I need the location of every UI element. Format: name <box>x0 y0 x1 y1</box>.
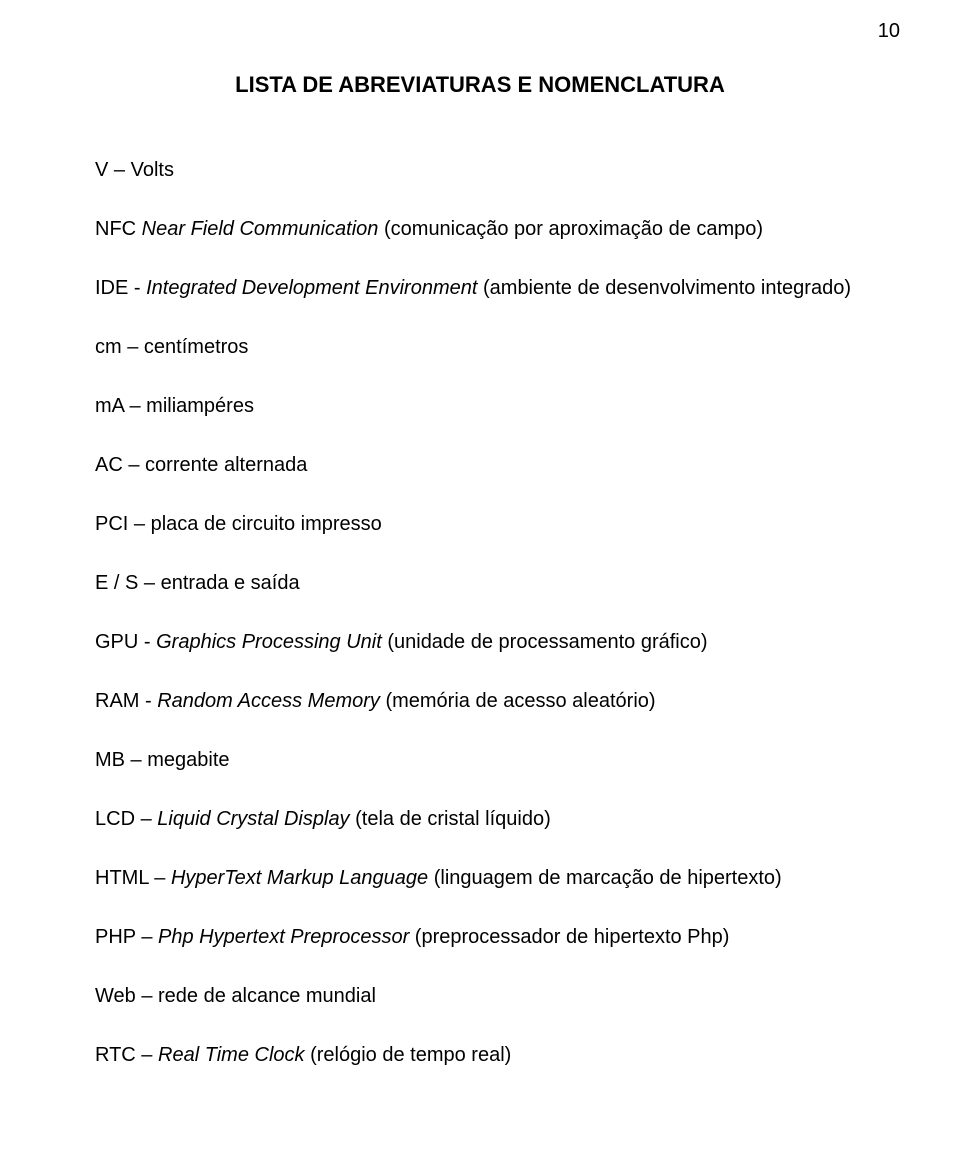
term: placa de circuito impresso <box>151 513 382 535</box>
abbreviation-entry: LCD – Liquid Crystal Display (tela de cr… <box>95 805 865 834</box>
abbreviation-entry: Web – rede de alcance mundial <box>95 982 865 1011</box>
separator: – <box>138 572 160 594</box>
abbreviation-entry: RTC – Real Time Clock (relógio de tempo … <box>95 1041 865 1070</box>
term: Graphics Processing Unit <box>156 631 382 653</box>
definition: (preprocessador de hipertexto Php) <box>409 926 729 948</box>
abbreviation-entry: IDE - Integrated Development Environment… <box>95 274 865 303</box>
term: miliampéres <box>146 395 254 417</box>
abbr: cm <box>95 336 122 358</box>
definition: (unidade de processamento gráfico) <box>382 631 708 653</box>
separator: – <box>136 1044 158 1066</box>
term: Random Access Memory <box>157 690 380 712</box>
abbreviation-entry: NFC Near Field Communication (comunicaçã… <box>95 215 865 244</box>
abbreviation-entry: AC – corrente alternada <box>95 451 865 480</box>
separator: – <box>123 454 145 476</box>
definition: (tela de cristal líquido) <box>350 808 551 830</box>
definition: (memória de acesso aleatório) <box>380 690 656 712</box>
term: Near Field Communication <box>142 218 379 240</box>
abbreviation-entry: MB – megabite <box>95 746 865 775</box>
abbreviation-entry: V – Volts <box>95 156 865 185</box>
abbreviation-entry: mA – miliampéres <box>95 392 865 421</box>
definition: (comunicação por aproximação de campo) <box>378 218 763 240</box>
separator: - <box>128 277 146 299</box>
abbr: PCI <box>95 513 128 535</box>
separator: – <box>124 395 146 417</box>
abbr: RAM <box>95 690 139 712</box>
abbr: LCD <box>95 808 135 830</box>
abbreviation-entry: HTML – HyperText Markup Language (lingua… <box>95 864 865 893</box>
separator: – <box>122 336 144 358</box>
abbreviation-entry: E / S – entrada e saída <box>95 569 865 598</box>
separator: – <box>136 926 158 948</box>
abbreviation-entry: PHP – Php Hypertext Preprocessor (prepro… <box>95 923 865 952</box>
term: rede de alcance mundial <box>158 985 376 1007</box>
separator: – <box>135 808 157 830</box>
abbreviation-entry: RAM - Random Access Memory (memória de a… <box>95 687 865 716</box>
term: Real Time Clock <box>158 1044 305 1066</box>
abbr: mA <box>95 395 124 417</box>
definition: (ambiente de desenvolvimento integrado) <box>477 277 851 299</box>
separator: – <box>149 867 171 889</box>
abbr: GPU <box>95 631 138 653</box>
document-page: 10 LISTA DE ABREVIATURAS E NOMENCLATURA … <box>0 0 960 1175</box>
abbr: NFC <box>95 218 136 240</box>
definition: (relógio de tempo real) <box>305 1044 512 1066</box>
term: Php Hypertext Preprocessor <box>158 926 409 948</box>
abbr: AC <box>95 454 123 476</box>
term: corrente alternada <box>145 454 307 476</box>
term: HyperText Markup Language <box>171 867 428 889</box>
abbr: HTML <box>95 867 149 889</box>
abbr: Web <box>95 985 136 1007</box>
abbreviation-entry: GPU - Graphics Processing Unit (unidade … <box>95 628 865 657</box>
separator: - <box>138 631 156 653</box>
abbr: MB <box>95 749 125 771</box>
abbreviation-list: V – Volts NFC Near Field Communication (c… <box>95 156 865 1070</box>
separator: – <box>136 985 158 1007</box>
abbr: V <box>95 159 108 181</box>
abbr: RTC <box>95 1044 136 1066</box>
separator: – <box>108 159 130 181</box>
separator: – <box>128 513 150 535</box>
abbr: E / S <box>95 572 138 594</box>
term: Volts <box>131 159 174 181</box>
abbreviation-entry: PCI – placa de circuito impresso <box>95 510 865 539</box>
abbr: PHP <box>95 926 136 948</box>
term: centímetros <box>144 336 248 358</box>
term: Liquid Crystal Display <box>157 808 349 830</box>
abbreviation-entry: cm – centímetros <box>95 333 865 362</box>
term: megabite <box>147 749 229 771</box>
page-title: LISTA DE ABREVIATURAS E NOMENCLATURA <box>95 72 865 98</box>
term: Integrated Development Environment <box>146 277 477 299</box>
definition: (linguagem de marcação de hipertexto) <box>428 867 782 889</box>
term: entrada e saída <box>161 572 300 594</box>
separator: - <box>139 690 157 712</box>
abbr: IDE <box>95 277 128 299</box>
separator: – <box>125 749 147 771</box>
page-number: 10 <box>878 20 900 43</box>
